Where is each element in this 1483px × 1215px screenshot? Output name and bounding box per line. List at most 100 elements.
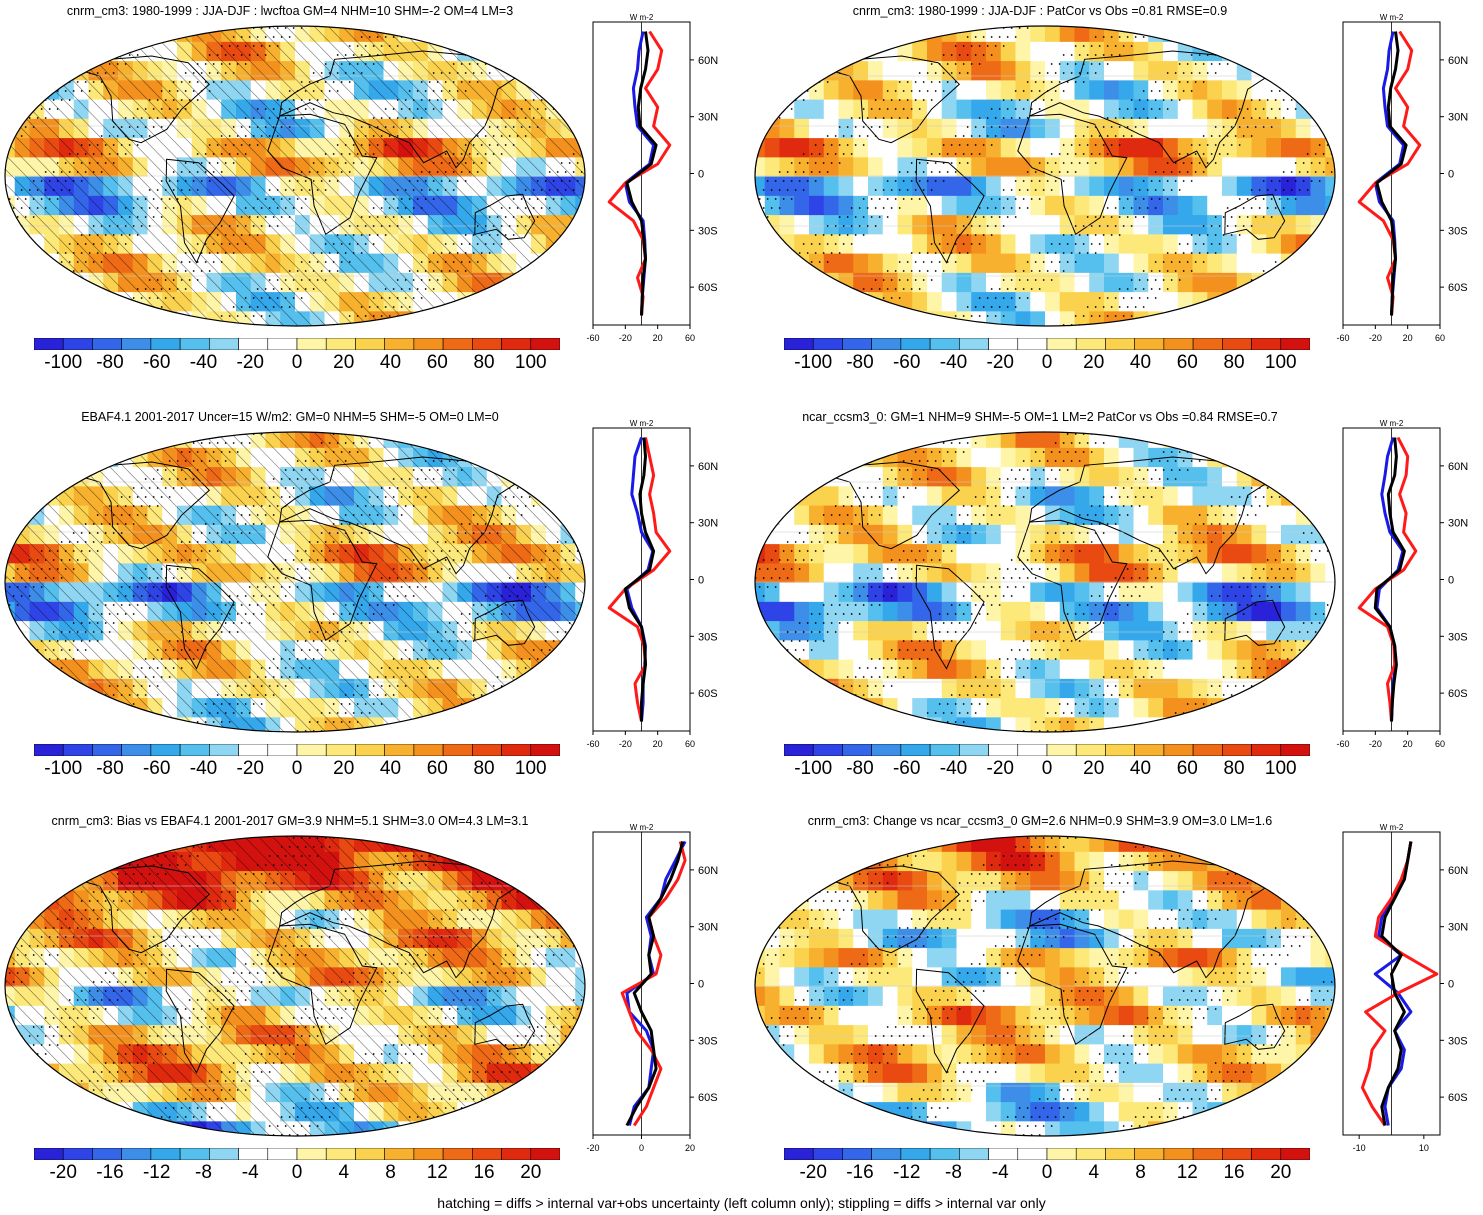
map-cell <box>986 986 1002 1006</box>
map-cell <box>457 26 473 42</box>
map-cell <box>1266 1120 1282 1136</box>
colorbar-swatch <box>238 744 269 756</box>
map-cell <box>1177 214 1194 235</box>
map-cell <box>809 1024 825 1045</box>
map-cell <box>823 310 840 326</box>
colorbar-swatch <box>959 338 989 350</box>
map-cell <box>809 659 825 679</box>
colorbar-swatch <box>92 338 122 350</box>
map-cell <box>1000 659 1017 679</box>
map-cell <box>897 620 913 641</box>
map-cell <box>427 272 444 293</box>
map-cell <box>339 1005 355 1026</box>
map-cell <box>794 41 810 62</box>
map-cell <box>324 447 340 468</box>
map-cell <box>1266 620 1282 641</box>
map-cell <box>1310 601 1326 622</box>
map-cell <box>413 543 429 564</box>
map-cell <box>486 562 503 583</box>
map-cell <box>132 60 149 81</box>
map-cell <box>779 1005 795 1026</box>
map-cell <box>486 697 503 718</box>
map-cell <box>295 156 311 177</box>
map-cell <box>413 716 429 732</box>
map-cell <box>853 1082 869 1103</box>
map-cell <box>1266 99 1282 119</box>
map-cell <box>1207 156 1223 177</box>
map-cell <box>986 562 1002 583</box>
map-cell <box>368 620 385 641</box>
map-cell <box>531 432 547 448</box>
map-cell <box>413 505 429 525</box>
map-cell <box>897 26 913 42</box>
map-cell <box>986 272 1002 293</box>
map-cell <box>882 466 899 487</box>
map-cell <box>1192 137 1208 158</box>
map-cell <box>1104 601 1120 622</box>
map-cell <box>486 639 503 660</box>
map-cell <box>1089 851 1105 872</box>
map-cell <box>501 176 517 196</box>
map-cell <box>1074 253 1090 273</box>
map-cell <box>221 836 237 852</box>
map-cell <box>427 543 444 564</box>
colorbar-tick-label: 0 <box>1041 1162 1053 1183</box>
map-cell <box>838 966 854 987</box>
map-cell <box>486 137 503 158</box>
map-cell <box>941 1005 958 1026</box>
colorbar-swatch <box>988 1148 1019 1160</box>
map-cell <box>354 233 370 254</box>
map-cell <box>1192 870 1208 891</box>
map-cell <box>838 118 854 139</box>
map-cell <box>927 851 943 872</box>
map-cell <box>486 966 503 987</box>
map-cell <box>501 26 517 42</box>
map-cell <box>1192 678 1208 699</box>
map-cell <box>383 60 399 81</box>
map-cell <box>236 505 252 525</box>
map-cell <box>516 836 532 852</box>
map-cell <box>1177 99 1194 119</box>
map-border <box>754 431 1336 733</box>
map-cell <box>531 447 547 468</box>
map-cell <box>1192 1024 1208 1045</box>
colorbar-tick-label: 40 <box>1129 352 1152 373</box>
map-cell <box>1104 947 1120 968</box>
map-cell <box>147 432 163 448</box>
map-cell <box>956 986 972 1006</box>
map-cell <box>1310 697 1326 718</box>
map-cell <box>221 466 237 487</box>
map-cell <box>147 1120 163 1136</box>
map-cell <box>1310 137 1326 158</box>
map-cell <box>755 1043 766 1064</box>
map-cell <box>971 214 987 235</box>
map-cell <box>250 447 267 468</box>
map-cell <box>531 253 547 273</box>
map-cell <box>882 214 899 235</box>
map-cell <box>941 253 958 273</box>
map-cell <box>1207 447 1223 468</box>
map-cell <box>927 928 943 949</box>
map-cell <box>162 889 178 910</box>
map-cell <box>265 41 281 62</box>
map-cell <box>501 659 517 679</box>
map-cell <box>927 870 943 891</box>
map-cell <box>486 310 503 326</box>
map-cell <box>413 214 429 235</box>
map-cell <box>1148 137 1164 158</box>
map-cell <box>265 233 281 254</box>
map-cell <box>265 620 281 641</box>
map-cell <box>59 1024 75 1045</box>
map-cell <box>1074 26 1090 42</box>
map-cell <box>457 716 473 732</box>
map-cell <box>794 928 810 949</box>
map-cell <box>354 1005 370 1026</box>
colorbar-swatch <box>842 744 872 756</box>
map-cell <box>575 582 585 602</box>
map-cell <box>779 1120 795 1136</box>
map-cell <box>1222 1024 1238 1045</box>
map-cell <box>912 1082 928 1103</box>
map-cell <box>1089 466 1105 487</box>
map-cell <box>118 639 134 660</box>
